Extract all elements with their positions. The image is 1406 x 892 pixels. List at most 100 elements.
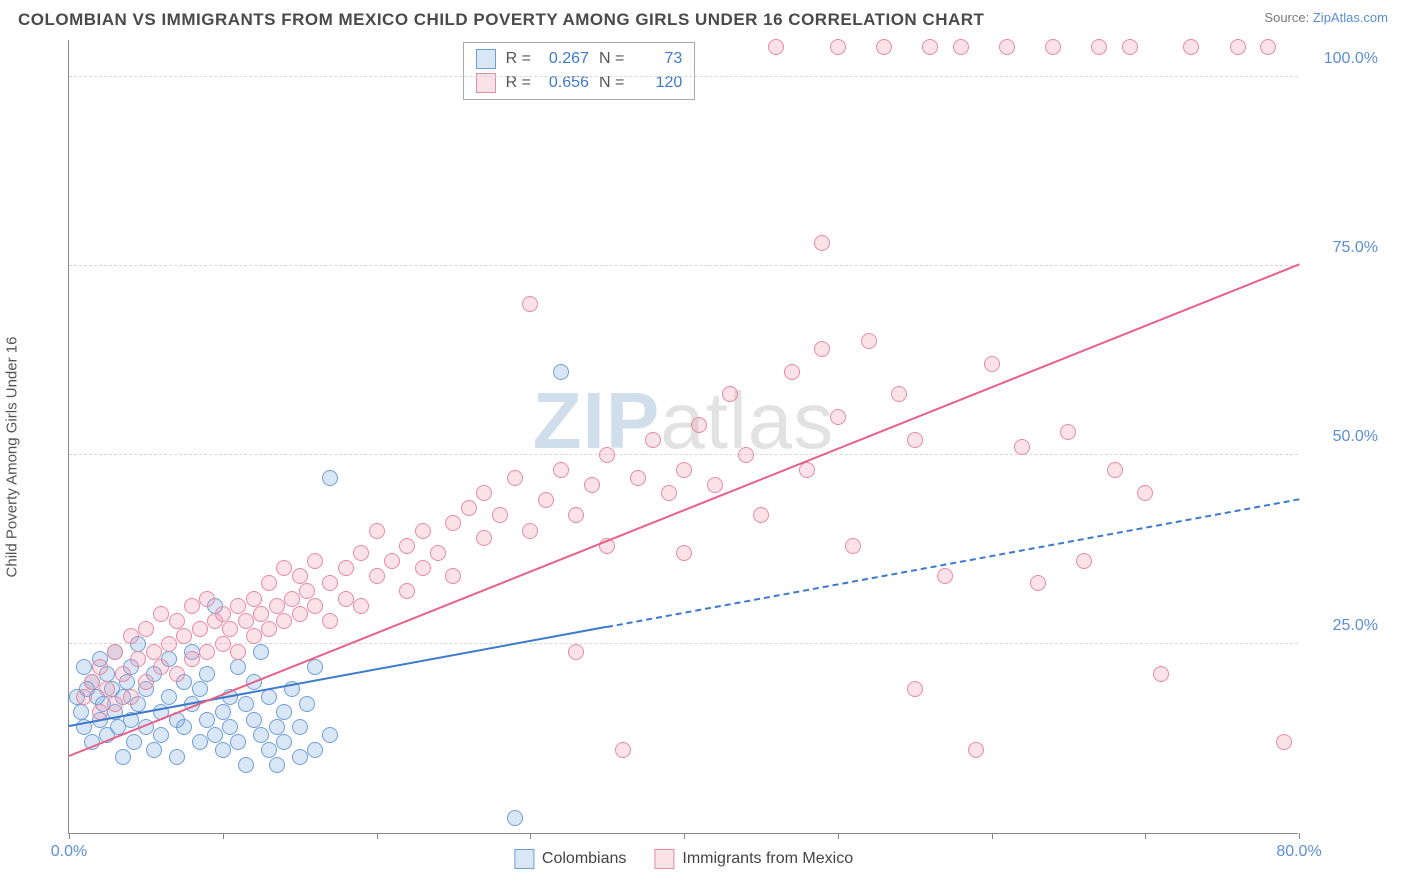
data-point bbox=[261, 742, 277, 758]
data-point bbox=[830, 409, 846, 425]
plot-area: ZIPatlas R =0.267N =73R =0.656N =120 Col… bbox=[68, 40, 1298, 834]
data-point bbox=[292, 749, 308, 765]
data-point bbox=[415, 523, 431, 539]
data-point bbox=[230, 644, 246, 660]
data-point bbox=[353, 545, 369, 561]
data-point bbox=[568, 644, 584, 660]
data-point bbox=[153, 659, 169, 675]
data-point bbox=[907, 432, 923, 448]
data-point bbox=[199, 591, 215, 607]
data-point bbox=[230, 734, 246, 750]
data-point bbox=[161, 689, 177, 705]
data-point bbox=[768, 39, 784, 55]
gridline bbox=[69, 454, 1298, 455]
data-point bbox=[630, 470, 646, 486]
legend-swatch bbox=[476, 49, 496, 69]
data-point bbox=[707, 477, 723, 493]
data-point bbox=[253, 727, 269, 743]
stat-n-value: 73 bbox=[634, 50, 682, 68]
data-point bbox=[384, 553, 400, 569]
chart-container: Child Poverty Among Girls Under 16 ZIPat… bbox=[18, 40, 1388, 874]
gridline bbox=[69, 76, 1298, 77]
data-point bbox=[507, 810, 523, 826]
x-tick bbox=[223, 833, 224, 839]
data-point bbox=[415, 560, 431, 576]
data-point bbox=[138, 621, 154, 637]
data-point bbox=[307, 659, 323, 675]
data-point bbox=[199, 644, 215, 660]
y-tick-label: 100.0% bbox=[1308, 50, 1378, 68]
data-point bbox=[276, 734, 292, 750]
data-point bbox=[284, 591, 300, 607]
x-tick-label: 0.0% bbox=[51, 843, 87, 861]
trend-line bbox=[69, 264, 1300, 757]
data-point bbox=[184, 651, 200, 667]
legend-label: Immigrants from Mexico bbox=[682, 850, 853, 868]
data-point bbox=[192, 681, 208, 697]
data-point bbox=[1076, 553, 1092, 569]
legend-swatch bbox=[654, 849, 674, 869]
data-point bbox=[169, 749, 185, 765]
data-point bbox=[276, 704, 292, 720]
series-legend: ColombiansImmigrants from Mexico bbox=[514, 849, 853, 869]
data-point bbox=[130, 651, 146, 667]
data-point bbox=[253, 644, 269, 660]
data-point bbox=[230, 659, 246, 675]
data-point bbox=[399, 538, 415, 554]
data-point bbox=[253, 606, 269, 622]
data-point bbox=[322, 613, 338, 629]
data-point bbox=[1014, 439, 1030, 455]
data-point bbox=[722, 386, 738, 402]
source-link[interactable]: ZipAtlas.com bbox=[1313, 10, 1388, 25]
data-point bbox=[246, 628, 262, 644]
data-point bbox=[322, 727, 338, 743]
data-point bbox=[276, 560, 292, 576]
stat-n-label: N = bbox=[599, 50, 624, 68]
source-attribution: Source: ZipAtlas.com bbox=[1264, 10, 1388, 25]
data-point bbox=[1183, 39, 1199, 55]
x-tick bbox=[530, 833, 531, 839]
data-point bbox=[123, 689, 139, 705]
data-point bbox=[338, 560, 354, 576]
data-point bbox=[146, 742, 162, 758]
data-point bbox=[269, 757, 285, 773]
data-point bbox=[984, 356, 1000, 372]
data-point bbox=[922, 39, 938, 55]
chart-title: COLOMBIAN VS IMMIGRANTS FROM MEXICO CHIL… bbox=[18, 10, 984, 30]
data-point bbox=[215, 636, 231, 652]
data-point bbox=[92, 659, 108, 675]
data-point bbox=[1091, 39, 1107, 55]
trend-line bbox=[607, 498, 1299, 628]
x-tick bbox=[1145, 833, 1146, 839]
stat-row: R =0.656N =120 bbox=[464, 71, 695, 95]
data-point bbox=[369, 523, 385, 539]
data-point bbox=[246, 591, 262, 607]
correlation-stats-box: R =0.267N =73R =0.656N =120 bbox=[463, 42, 696, 100]
data-point bbox=[399, 583, 415, 599]
data-point bbox=[1153, 666, 1169, 682]
stat-r-label: R = bbox=[506, 50, 531, 68]
data-point bbox=[215, 742, 231, 758]
data-point bbox=[522, 296, 538, 312]
data-point bbox=[99, 681, 115, 697]
data-point bbox=[169, 666, 185, 682]
data-point bbox=[1230, 39, 1246, 55]
data-point bbox=[84, 674, 100, 690]
data-point bbox=[691, 417, 707, 433]
data-point bbox=[199, 666, 215, 682]
data-point bbox=[1060, 424, 1076, 440]
data-point bbox=[891, 386, 907, 402]
data-point bbox=[238, 613, 254, 629]
data-point bbox=[261, 689, 277, 705]
data-point bbox=[1276, 734, 1292, 750]
data-point bbox=[476, 485, 492, 501]
data-point bbox=[538, 492, 554, 508]
data-point bbox=[907, 681, 923, 697]
data-point bbox=[999, 39, 1015, 55]
data-point bbox=[246, 712, 262, 728]
data-point bbox=[615, 742, 631, 758]
data-point bbox=[968, 742, 984, 758]
data-point bbox=[445, 515, 461, 531]
data-point bbox=[1137, 485, 1153, 501]
data-point bbox=[161, 636, 177, 652]
